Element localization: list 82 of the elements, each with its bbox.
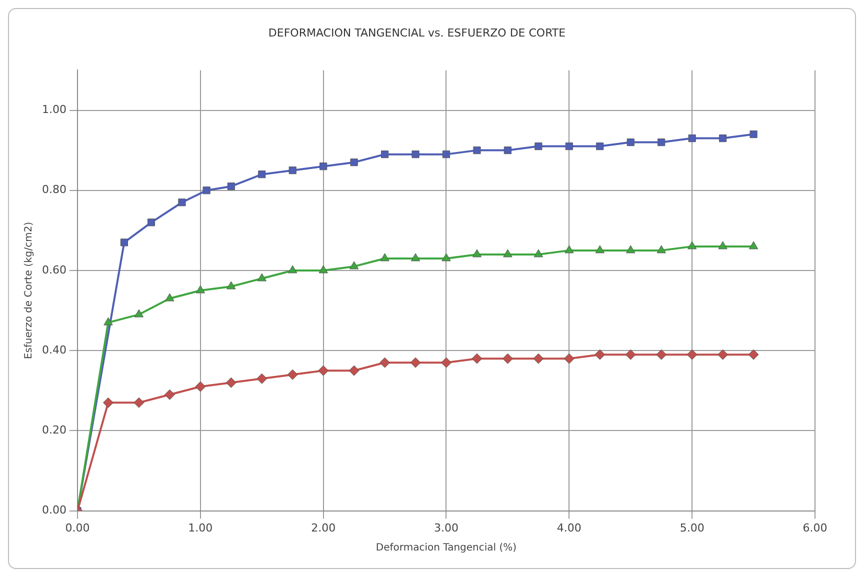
x-tick-label: 3.00: [434, 521, 458, 534]
point: [178, 198, 186, 206]
point: [748, 349, 759, 360]
point: [750, 130, 758, 138]
point: [533, 353, 544, 364]
chart-title: DEFORMACION TANGENCIAL vs. ESFUERZO DE CORTE: [268, 26, 566, 40]
point: [102, 397, 114, 408]
point: [349, 261, 359, 270]
point: [688, 134, 696, 142]
point: [502, 353, 513, 364]
point: [380, 253, 390, 262]
point: [686, 349, 698, 360]
point: [595, 245, 604, 254]
point: [594, 349, 606, 360]
point: [318, 365, 329, 376]
point: [688, 241, 697, 250]
x-tick-label: 2.00: [311, 521, 336, 534]
point: [472, 249, 482, 258]
point: [718, 241, 728, 250]
y-axis-title: Esfuerzo de Corte (kg/cm2): [24, 222, 35, 360]
x-tick-label: 5.00: [680, 521, 704, 534]
point: [719, 134, 727, 142]
point: [656, 349, 667, 360]
point: [748, 241, 758, 250]
point: [412, 150, 420, 158]
point: [626, 138, 634, 146]
x-tick-label: 6.00: [802, 521, 828, 534]
point: [288, 265, 298, 274]
point: [202, 186, 210, 194]
point: [565, 142, 573, 150]
point: [410, 357, 421, 368]
point: [288, 166, 296, 174]
point: [195, 381, 206, 392]
y-tick-label: 0.20: [42, 424, 66, 437]
point: [257, 273, 266, 282]
y-tick-label: 0.60: [42, 263, 66, 276]
point: [227, 182, 235, 190]
point: [503, 249, 512, 258]
point: [348, 365, 360, 376]
x-tick-label: 4.00: [556, 521, 582, 534]
y-tick-label: 0.00: [42, 504, 66, 517]
point: [256, 373, 268, 384]
point: [718, 349, 728, 360]
y-tick-label: 0.80: [42, 183, 66, 196]
point: [104, 317, 113, 326]
y-tick-label: 0.40: [42, 343, 66, 356]
point: [350, 158, 358, 166]
point: [287, 369, 298, 380]
x-axis-title: Deformacion Tangencial (%): [376, 542, 517, 554]
point: [134, 397, 144, 408]
point: [596, 142, 604, 150]
point: [442, 150, 450, 158]
point: [504, 146, 512, 154]
point: [258, 170, 266, 178]
point: [164, 389, 175, 400]
point: [473, 146, 481, 154]
point: [381, 150, 389, 158]
point: [656, 245, 666, 254]
point: [658, 138, 666, 146]
point: [134, 309, 144, 318]
point: [196, 285, 205, 294]
point: [165, 293, 174, 302]
point: [534, 142, 542, 150]
point: [534, 249, 544, 258]
point: [440, 357, 452, 368]
point: [564, 353, 574, 364]
point: [318, 265, 328, 274]
x-tick-label: 0.00: [65, 521, 90, 534]
point: [380, 357, 390, 368]
point: [442, 253, 451, 262]
point: [226, 281, 236, 290]
point: [626, 245, 636, 254]
point: [226, 377, 236, 388]
point: [564, 245, 574, 254]
point: [472, 353, 482, 364]
point: [625, 349, 636, 360]
point: [320, 162, 328, 170]
point: [410, 253, 420, 262]
y-tick-label: 1.00: [42, 103, 66, 116]
point: [147, 218, 156, 226]
point: [120, 238, 128, 246]
x-tick-label: 1.00: [188, 521, 213, 534]
